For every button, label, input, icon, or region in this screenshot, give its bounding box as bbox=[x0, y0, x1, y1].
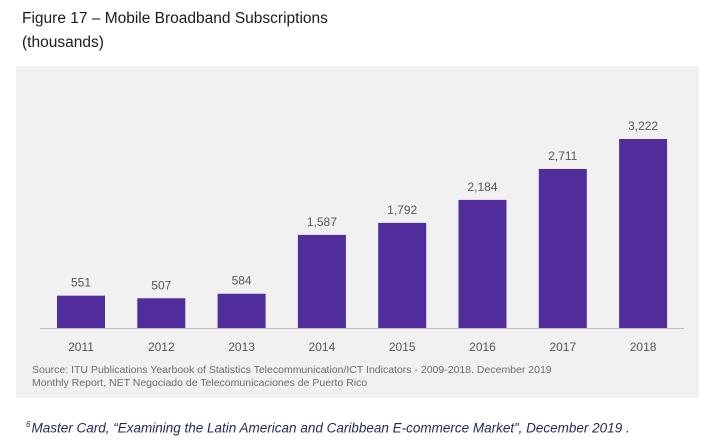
category-label-2011: 2011 bbox=[68, 340, 94, 354]
bar-2017 bbox=[538, 168, 587, 328]
bar-chart: 551 2011 507 2012 584 2013 1,587 2014 1,792 2015 2… bbox=[40, 119, 684, 354]
bar-2018 bbox=[619, 139, 668, 328]
category-label-2018: 2018 bbox=[630, 340, 657, 354]
footnote: 6Master Card, “Examining the Latin Ameri… bbox=[26, 420, 630, 436]
category-label-2012: 2012 bbox=[148, 340, 175, 354]
footnote-marker: 6 bbox=[26, 420, 31, 429]
category-label-2016: 2016 bbox=[469, 340, 496, 354]
value-label-2017: 2,711 bbox=[548, 149, 577, 163]
value-label-2013: 584 bbox=[232, 274, 252, 288]
category-label-2015: 2015 bbox=[389, 340, 416, 354]
footnote-text: Master Card, “Examining the Latin Americ… bbox=[31, 420, 630, 436]
source-line2: Monthly Report, NET Negociado de Telecom… bbox=[32, 377, 368, 389]
value-label-2012: 507 bbox=[151, 278, 171, 292]
bar-2012 bbox=[137, 298, 186, 328]
bar-2014 bbox=[297, 234, 346, 328]
value-label-2018: 3,222 bbox=[628, 119, 658, 133]
figure-title-line2: (thousands) bbox=[22, 34, 104, 51]
figure-title-line1: Figure 17 – Mobile Broadband Subscriptio… bbox=[22, 10, 328, 27]
value-label-2014: 1,587 bbox=[307, 215, 337, 229]
value-label-2016: 2,184 bbox=[467, 180, 497, 194]
value-label-2015: 1,792 bbox=[387, 203, 417, 217]
figure-title: Figure 17 – Mobile Broadband Subscriptio… bbox=[22, 7, 328, 55]
source-note: Source: ITU Publications Yearbook of Sta… bbox=[32, 364, 682, 390]
bar-2011 bbox=[57, 295, 105, 328]
category-label-2017: 2017 bbox=[549, 340, 576, 354]
chart-panel: 551 2011 507 2012 584 2013 1,587 2014 1,792 2015 2… bbox=[16, 66, 699, 398]
bar-2013 bbox=[217, 293, 266, 328]
category-label-2013: 2013 bbox=[228, 340, 255, 354]
category-label-2014: 2014 bbox=[309, 340, 336, 354]
value-label-2011: 551 bbox=[71, 276, 91, 290]
bar-2016 bbox=[458, 199, 507, 328]
source-line1: Source: ITU Publications Yearbook of Sta… bbox=[32, 364, 552, 376]
bar-2015 bbox=[378, 222, 427, 328]
